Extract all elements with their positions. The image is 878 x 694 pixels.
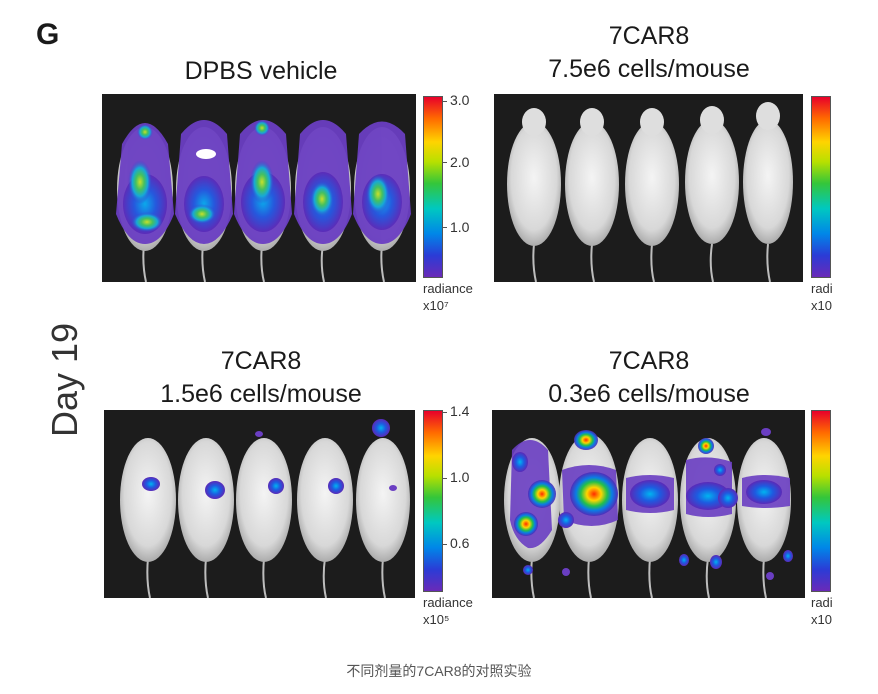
scale-unit-7-5e6: radi x10 bbox=[811, 280, 833, 314]
bioluminescence-image-0-3e6 bbox=[492, 410, 805, 598]
scale-tick-label: 1.4 bbox=[450, 403, 470, 419]
tick-mark bbox=[442, 162, 447, 163]
scale-unit-line1: radi bbox=[811, 595, 833, 610]
scale-tick-label: 1.0 bbox=[450, 469, 470, 485]
bioluminescence-image-dpbs bbox=[102, 94, 416, 282]
scale-unit-line1: radiance bbox=[423, 281, 473, 296]
tick-mark bbox=[442, 478, 447, 479]
scale-unit-dpbs: radiance x10⁷ bbox=[423, 280, 473, 314]
bioluminescence-image-1-5e6 bbox=[104, 410, 415, 598]
scale-tick-label: 2.0 bbox=[450, 154, 470, 170]
panel-title-line1: 7CAR8 bbox=[220, 347, 302, 375]
tick-mark bbox=[442, 412, 447, 413]
scale-unit-line1: radi bbox=[811, 281, 833, 296]
scale-tick-label: 1.0 bbox=[450, 219, 470, 235]
panel-title-line1: 7CAR8 bbox=[608, 22, 690, 50]
panel-title-line2: 1.5e6 cells/mouse bbox=[160, 380, 362, 408]
tick-mark bbox=[442, 227, 447, 228]
color-scale-bar-0-3e6 bbox=[811, 410, 831, 592]
scale-unit-line2: x10⁵ bbox=[423, 612, 450, 627]
panel-title-line1: 7CAR8 bbox=[608, 347, 690, 375]
scale-unit-line1: radiance bbox=[423, 595, 473, 610]
panel-title-1-5e6: 7CAR8 1.5e6 cells/mouse bbox=[102, 345, 420, 411]
scale-unit-line2: x10⁷ bbox=[423, 298, 449, 313]
panel-title-7-5e6: 7CAR8 7.5e6 cells/mouse bbox=[494, 20, 804, 86]
color-scale-bar-dpbs bbox=[423, 96, 443, 278]
scale-unit-1-5e6: radiance x10⁵ bbox=[423, 594, 473, 628]
tick-mark bbox=[442, 101, 447, 102]
scale-tick-label: 0.6 bbox=[450, 535, 470, 551]
scale-unit-0-3e6: radi x10 bbox=[811, 594, 833, 628]
panel-label: G bbox=[36, 18, 60, 51]
scale-unit-line2: x10 bbox=[811, 612, 832, 627]
color-scale-bar-1-5e6 bbox=[423, 410, 443, 592]
panel-title-0-3e6: 7CAR8 0.3e6 cells/mouse bbox=[494, 345, 804, 411]
bioluminescence-image-7-5e6 bbox=[494, 94, 803, 282]
scale-unit-line2: x10 bbox=[811, 298, 832, 313]
panel-title-dpbs: DPBS vehicle bbox=[102, 55, 420, 88]
figure-caption: 不同剂量的7CAR8的对照实验 bbox=[346, 663, 532, 679]
scale-tick-label: 3.0 bbox=[450, 92, 470, 108]
timepoint-text: Day 19 bbox=[44, 322, 85, 438]
panel-title-line2: 7.5e6 cells/mouse bbox=[548, 55, 750, 83]
color-scale-bar-7-5e6 bbox=[811, 96, 831, 278]
panel-title-line1: DPBS vehicle bbox=[184, 57, 338, 85]
tick-mark bbox=[442, 544, 447, 545]
panel-title-line2: 0.3e6 cells/mouse bbox=[548, 380, 750, 408]
